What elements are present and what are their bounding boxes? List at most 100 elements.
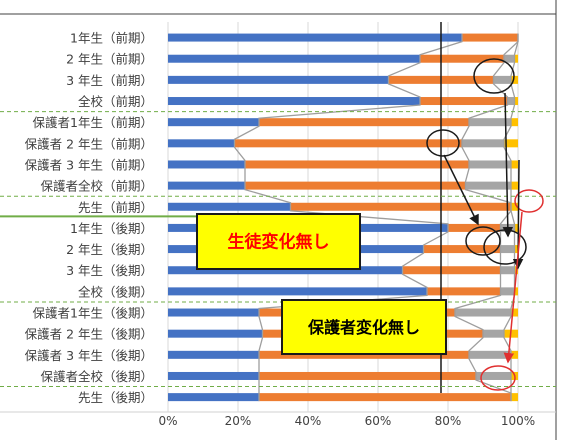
connector-line-3 (503, 33, 519, 402)
annotation-text-2: 保護者変化無し (307, 318, 420, 337)
highlight-ellipse-2 (426, 129, 460, 157)
bar-segment-row4-series4 (514, 97, 518, 106)
bar-segment-row7-series2 (245, 160, 469, 169)
category-label: 3 年生（後期） (66, 263, 153, 278)
x-tick-label: 20% (225, 414, 252, 428)
bar-segment-row17-series2 (259, 371, 476, 380)
highlight-ellipse-3 (514, 189, 544, 213)
bar-segment-row4-series3 (507, 97, 515, 106)
arrow-1 (443, 154, 479, 226)
bar-segment-row16-series1 (168, 350, 259, 359)
category-label: 全校（前期） (78, 94, 153, 109)
bar-segment-row12-series3 (500, 266, 515, 275)
category-label: 全校（後期） (78, 284, 153, 299)
bar-segment-row12-series1 (168, 266, 403, 275)
bar-segment-row13-series1 (168, 287, 427, 296)
bar-segment-row18-series2 (259, 393, 511, 402)
arrow-2 (502, 92, 514, 238)
bar-segment-row16-series4 (511, 350, 518, 359)
bar-segment-row8-series1 (168, 181, 245, 190)
bar-segment-row16-series3 (469, 350, 511, 359)
bar-segment-row8-series2 (245, 181, 466, 190)
category-label: 保護者 3 年生（前期） (25, 157, 153, 172)
highlight-ellipse-6 (480, 365, 516, 391)
bar-segment-row10-series2 (448, 223, 501, 232)
bar-segment-row3-series3 (493, 75, 511, 84)
bar-segment-row2-series4 (514, 54, 518, 63)
bar-segment-row5-series1 (168, 118, 259, 127)
bar-segment-row14-series4 (511, 308, 518, 317)
connector-line-1 (233, 33, 463, 402)
bar-segment-row1-series1 (168, 33, 462, 42)
bar-segment-row7-series3 (469, 160, 511, 169)
category-label: 2 年生（前期） (66, 52, 153, 67)
bar-segment-row6-series3 (462, 139, 504, 148)
x-tick-label: 80% (435, 414, 462, 428)
annotation-text-1: 生徒変化無し (228, 232, 330, 253)
bar-segment-row10-series4 (514, 223, 518, 232)
bar-segment-row17-series3 (476, 371, 511, 380)
category-label: 先生（前期） (78, 200, 153, 215)
bar-segment-row6-series2 (234, 139, 462, 148)
bar-segment-row18-series1 (168, 393, 259, 402)
bar-segment-row13-series4 (514, 287, 518, 296)
category-label: 1年生（後期） (70, 221, 153, 236)
x-tick-label: 60% (365, 414, 392, 428)
annotation-box-1 (196, 213, 361, 270)
category-label: 先生（後期） (78, 390, 153, 405)
category-label: 3 年生（前期） (66, 73, 153, 88)
bar-segment-row15-series1 (168, 329, 263, 338)
category-label: 保護者 2 年生（後期） (25, 327, 153, 342)
bar-segment-row5-series2 (259, 118, 469, 127)
bar-segment-row2-series3 (504, 54, 515, 63)
annotation-box-2 (281, 299, 447, 355)
bar-segment-row9-series1 (168, 202, 291, 211)
bar-segment-row5-series3 (469, 118, 511, 127)
bar-segment-row12-series2 (402, 266, 501, 275)
bar-segment-row11-series4 (514, 245, 518, 254)
bar-segment-row17-series1 (168, 371, 259, 380)
bar-segment-row18-series4 (511, 393, 518, 402)
x-tick-label: 100% (501, 414, 535, 428)
category-labels: 1年生（前期） 2 年生（前期） 3 年生（前期） 全校（前期） 保護者1年生（前期） 保… (25, 31, 153, 406)
category-label: 保護者全校（前期） (40, 179, 153, 194)
bar-segment-row15-series3 (483, 329, 504, 338)
x-tick-label: 40% (295, 414, 322, 428)
bar-segment-row2-series2 (420, 54, 504, 63)
bar-segment-row13-series3 (500, 287, 515, 296)
bar-segment-row9-series4 (511, 202, 518, 211)
bar-segment-row4-series2 (420, 97, 508, 106)
bar-segment-row8-series3 (465, 181, 511, 190)
bar-segment-row14-series1 (168, 308, 259, 317)
bar-segment-row7-series4 (511, 160, 518, 169)
bar-segment-row13-series2 (427, 287, 501, 296)
highlight-ellipse-4 (465, 226, 501, 256)
bar-segment-row5-series4 (511, 118, 518, 127)
x-tick-label: 0% (158, 414, 177, 428)
category-label: 2 年生（後期） (66, 242, 153, 257)
bar-segment-row7-series1 (168, 160, 245, 169)
bar-segment-row1-series2 (462, 33, 518, 42)
bar-segment-row3-series4 (511, 75, 518, 84)
bar-segment-row6-series1 (168, 139, 235, 148)
bar-segment-row14-series3 (455, 308, 511, 317)
category-label: 保護者 2 年生（前期） (25, 136, 153, 151)
bar-segment-row11-series2 (423, 245, 501, 254)
bar-segment-row2-series1 (168, 54, 420, 63)
highlight-ellipse-1 (473, 58, 515, 94)
category-label: 保護者 3 年生（後期） (25, 348, 153, 363)
category-label: 1年生（前期） (70, 31, 153, 46)
bar-segment-row6-series4 (504, 139, 518, 148)
bar-segment-row9-series2 (290, 202, 511, 211)
bar-segment-row8-series4 (511, 181, 518, 190)
x-tick-labels: 0% 20% 40% 60% 80% 100% (158, 414, 535, 428)
bar-segment-row4-series1 (168, 97, 420, 106)
bar-segment-row11-series3 (500, 245, 515, 254)
category-label: 保護者1年生（前期） (33, 115, 153, 130)
arrow-4 (503, 211, 523, 364)
bar-segment-row3-series1 (168, 75, 389, 84)
category-label: 保護者1年生（後期） (33, 306, 153, 321)
category-label: 保護者全校（後期） (40, 369, 153, 384)
